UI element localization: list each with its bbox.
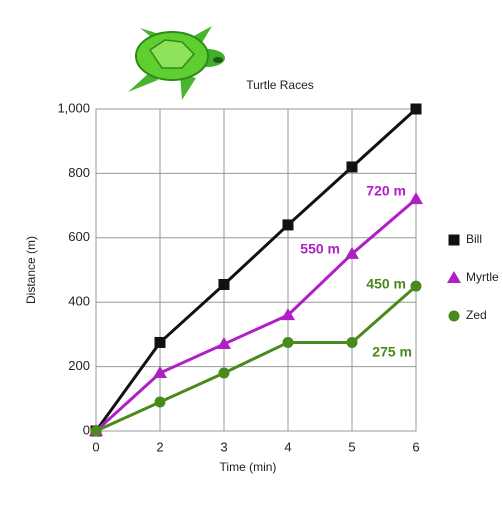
series-line	[94, 107, 418, 432]
data-point	[345, 246, 359, 259]
x-tick-label: 6	[412, 439, 419, 454]
x-tick-label: 4	[284, 439, 291, 454]
x-tick-label: 3	[220, 439, 227, 454]
series-line	[94, 198, 417, 433]
annotation: 275 m	[372, 344, 412, 360]
data-point	[410, 103, 422, 115]
y-axis-label: Distance (m)	[24, 236, 38, 304]
turtle-illustration	[128, 26, 225, 100]
legend-marker	[448, 234, 460, 246]
legend-label: Myrtle	[466, 270, 499, 284]
y-tick-label: 400	[68, 294, 90, 309]
legend-marker	[447, 271, 461, 283]
data-point	[90, 425, 102, 437]
legend-label: Bill	[466, 232, 482, 246]
data-point	[218, 367, 230, 379]
data-point	[153, 366, 167, 379]
y-tick-label: 800	[68, 165, 90, 180]
data-point	[281, 308, 295, 321]
chart-title: Turtle Races	[246, 78, 314, 92]
y-tick-label: 1,000	[57, 100, 90, 115]
y-tick-label: 200	[68, 358, 90, 373]
series-line	[95, 284, 417, 433]
data-point	[154, 396, 166, 408]
data-point	[154, 336, 166, 348]
annotation: 720 m	[366, 183, 406, 199]
x-axis-label: Time (min)	[220, 460, 277, 474]
x-tick-label: 0	[92, 439, 99, 454]
data-point	[410, 280, 422, 292]
plot-area	[95, 108, 417, 432]
data-point	[346, 161, 358, 173]
data-point	[218, 278, 230, 290]
data-point	[217, 337, 231, 350]
x-tick-label: 5	[348, 439, 355, 454]
data-point	[409, 192, 423, 205]
x-tick-label: 2	[156, 439, 163, 454]
annotation: 450 m	[366, 276, 406, 292]
y-tick-label: 0	[83, 422, 90, 437]
data-point	[282, 219, 294, 231]
y-tick-label: 600	[68, 229, 90, 244]
legend-label: Zed	[466, 308, 487, 322]
legend-marker	[448, 310, 460, 322]
data-point	[346, 336, 358, 348]
annotation: 550 m	[300, 241, 340, 257]
data-point	[282, 336, 294, 348]
